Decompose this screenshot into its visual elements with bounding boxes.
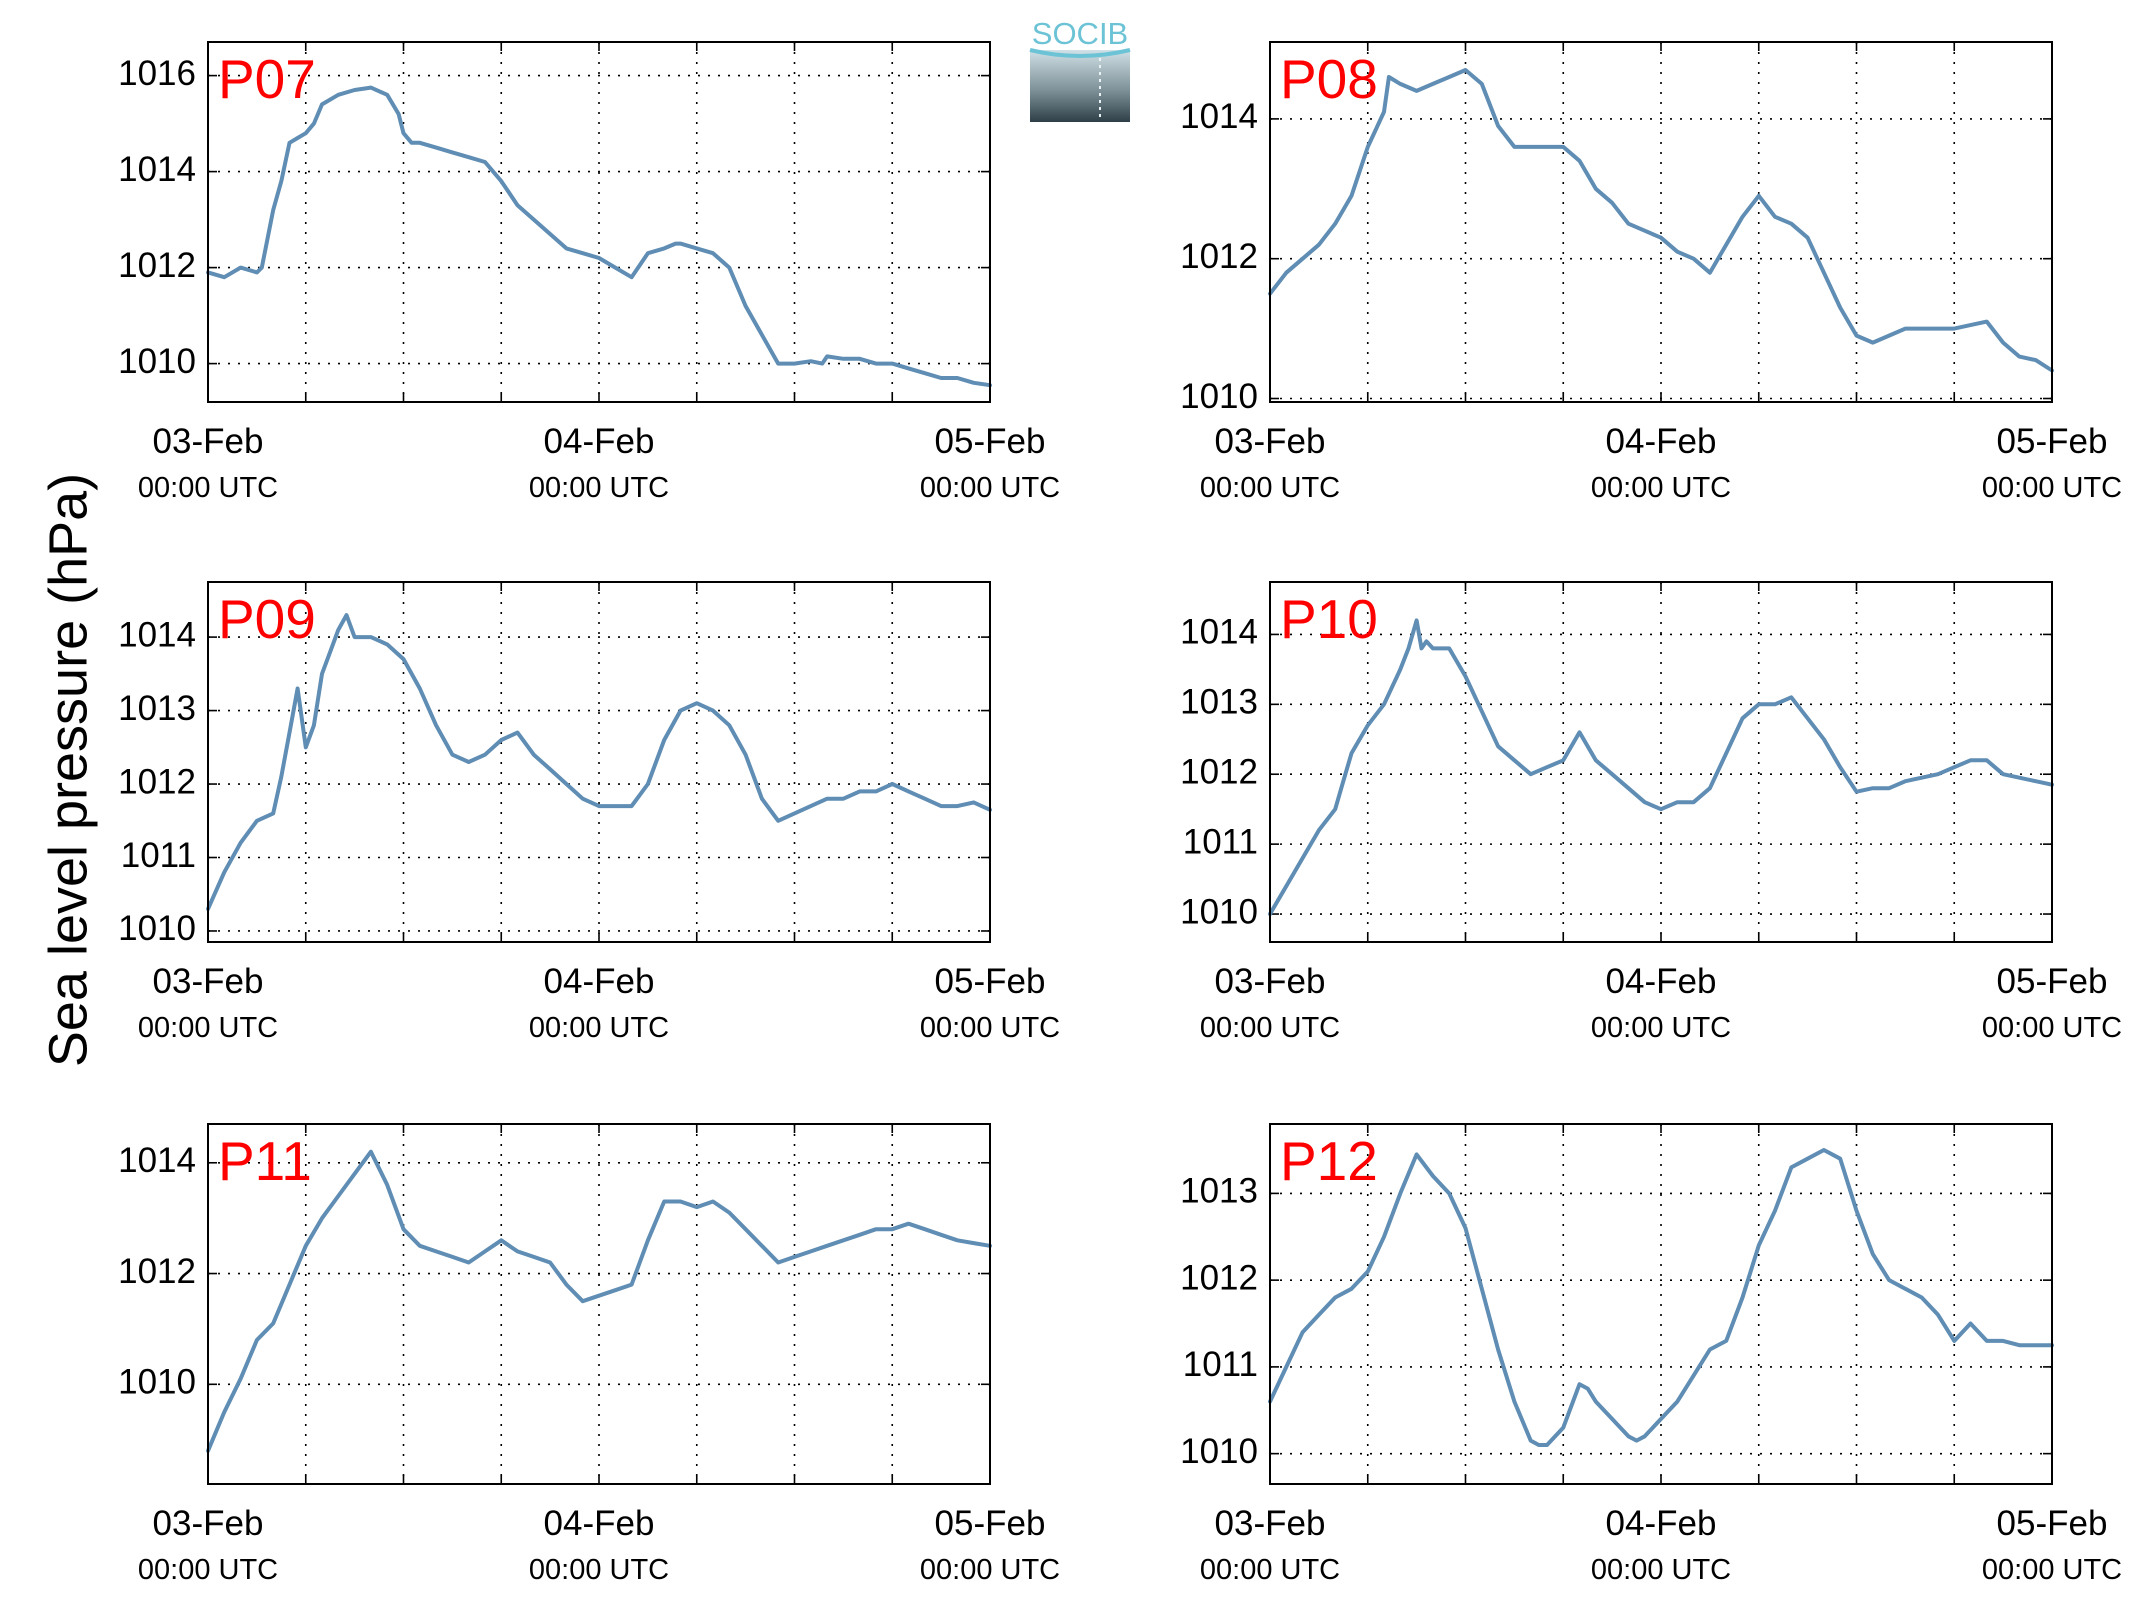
logo-shape [1030,50,1130,122]
series-line-p10 [1268,618,2054,916]
axes-frame [207,41,991,403]
axes-frame [1269,41,2053,403]
x-tick-sublabel: 00:00 UTC [529,1012,669,1044]
x-tick-label: 04-Feb [544,962,655,1001]
x-tick-sublabel: 00:00 UTC [529,472,669,504]
x-tick-sublabel: 00:00 UTC [529,1554,669,1586]
series-line-p08 [1268,68,2054,373]
series-line-p07 [206,85,992,388]
y-tick-label: 1011 [121,836,196,875]
x-tick-sublabel: 00:00 UTC [920,1012,1060,1044]
y-tick-label: 1012 [118,246,196,285]
y-tick-label: 1010 [118,909,196,948]
axes-frame [207,581,991,943]
socib-logo: SOCIB [1029,16,1131,122]
x-tick-sublabel: 00:00 UTC [138,472,278,504]
x-tick-sublabel: 00:00 UTC [1200,1012,1340,1044]
x-tick-label: 03-Feb [153,422,264,461]
x-tick-label: 05-Feb [1997,1504,2108,1543]
axes-frame [1269,1123,2053,1485]
x-tick-label: 05-Feb [1997,962,2108,1001]
x-tick-sublabel: 00:00 UTC [920,1554,1060,1586]
x-tick-sublabel: 00:00 UTC [138,1554,278,1586]
x-tick-sublabel: 00:00 UTC [1982,472,2122,504]
y-tick-label: 1014 [118,150,196,189]
x-tick-label: 05-Feb [1997,422,2108,461]
x-tick-sublabel: 00:00 UTC [1200,1554,1340,1586]
y-tick-label: 1013 [1180,1172,1258,1211]
x-tick-sublabel: 00:00 UTC [138,1012,278,1044]
x-tick-sublabel: 00:00 UTC [920,472,1060,504]
panel-p09: 1010 1011 1012 1013 1014 03-Feb 00:00 UTC 04-Fe… [118,581,1060,1044]
x-tick-label: 04-Feb [1606,422,1717,461]
y-tick-label: 1012 [118,762,196,801]
y-tick-label: 1012 [1180,752,1258,791]
y-tick-label: 1010 [1180,892,1258,931]
y-tick-label: 1010 [118,342,196,381]
panel-title: P11 [218,1130,312,1192]
x-tick-label: 03-Feb [1215,422,1326,461]
x-tick-label: 04-Feb [1606,1504,1717,1543]
y-tick-label: 1012 [1180,237,1258,276]
y-tick-label: 1012 [118,1252,196,1291]
panel-title: P12 [1280,1130,1378,1192]
y-tick-label: 1012 [1180,1258,1258,1297]
series-line-p09 [206,613,992,911]
x-tick-label: 03-Feb [153,1504,264,1543]
y-tick-label: 1013 [1180,683,1258,722]
y-tick-label: 1010 [1180,377,1258,416]
x-tick-sublabel: 00:00 UTC [1591,1012,1731,1044]
logo-text: SOCIB [1032,16,1128,51]
panel-title: P10 [1280,588,1378,650]
y-tick-label: 1014 [1180,613,1258,652]
logo-wave-icon [1029,48,1131,58]
x-tick-label: 04-Feb [544,1504,655,1543]
panel-title: P08 [1280,48,1378,110]
x-tick-label: 04-Feb [1606,962,1717,1001]
x-tick-label: 05-Feb [935,422,1046,461]
x-tick-label: 05-Feb [935,1504,1046,1543]
x-tick-sublabel: 00:00 UTC [1591,472,1731,504]
panel-p10: 1010 1011 1012 1013 1014 03-Feb 00:00 UTC 04-Fe… [1180,581,2122,1044]
y-tick-label: 1010 [1180,1432,1258,1471]
y-tick-label: 1016 [118,54,196,93]
y-axis-label: Sea level pressure (hPa) [38,473,98,1067]
panel-title: P07 [218,48,316,110]
panel-p12: 1010 1011 1012 1013 03-Feb 00:00 UTC 04-Feb 00:… [1180,1123,2122,1586]
y-tick-label: 1014 [118,615,196,654]
series-line-p12 [1268,1148,2054,1447]
panel-p08: 1010 1012 1014 03-Feb 00:00 UTC 04-Feb 00:00 U… [1180,41,2122,504]
x-tick-label: 03-Feb [1215,962,1326,1001]
panel-p11: 1010 1012 1014 03-Feb 00:00 UTC 04-Feb 00:00 U… [118,1123,1060,1586]
x-tick-label: 05-Feb [935,962,1046,1001]
y-tick-label: 1014 [1180,97,1258,136]
y-tick-label: 1014 [118,1141,196,1180]
x-tick-sublabel: 00:00 UTC [1591,1554,1731,1586]
panel-title: P09 [218,588,316,650]
series-line-p11 [206,1149,992,1453]
panels: 1010 1012 1014 1016 03-Feb 00:00 UTC 04-Feb 00:… [118,41,2122,1586]
y-tick-label: 1013 [118,689,196,728]
x-tick-label: 03-Feb [1215,1504,1326,1543]
x-tick-label: 03-Feb [153,962,264,1001]
x-tick-sublabel: 00:00 UTC [1982,1554,2122,1586]
y-tick-label: 1010 [118,1363,196,1402]
x-tick-label: 04-Feb [544,422,655,461]
y-tick-label: 1011 [1183,822,1258,861]
panel-p07: 1010 1012 1014 1016 03-Feb 00:00 UTC 04-Feb 00:… [118,41,1060,504]
x-tick-sublabel: 00:00 UTC [1200,472,1340,504]
axes-frame [1269,581,2053,943]
x-tick-sublabel: 00:00 UTC [1982,1012,2122,1044]
y-tick-label: 1011 [1183,1345,1258,1384]
axes-frame [207,1123,991,1485]
